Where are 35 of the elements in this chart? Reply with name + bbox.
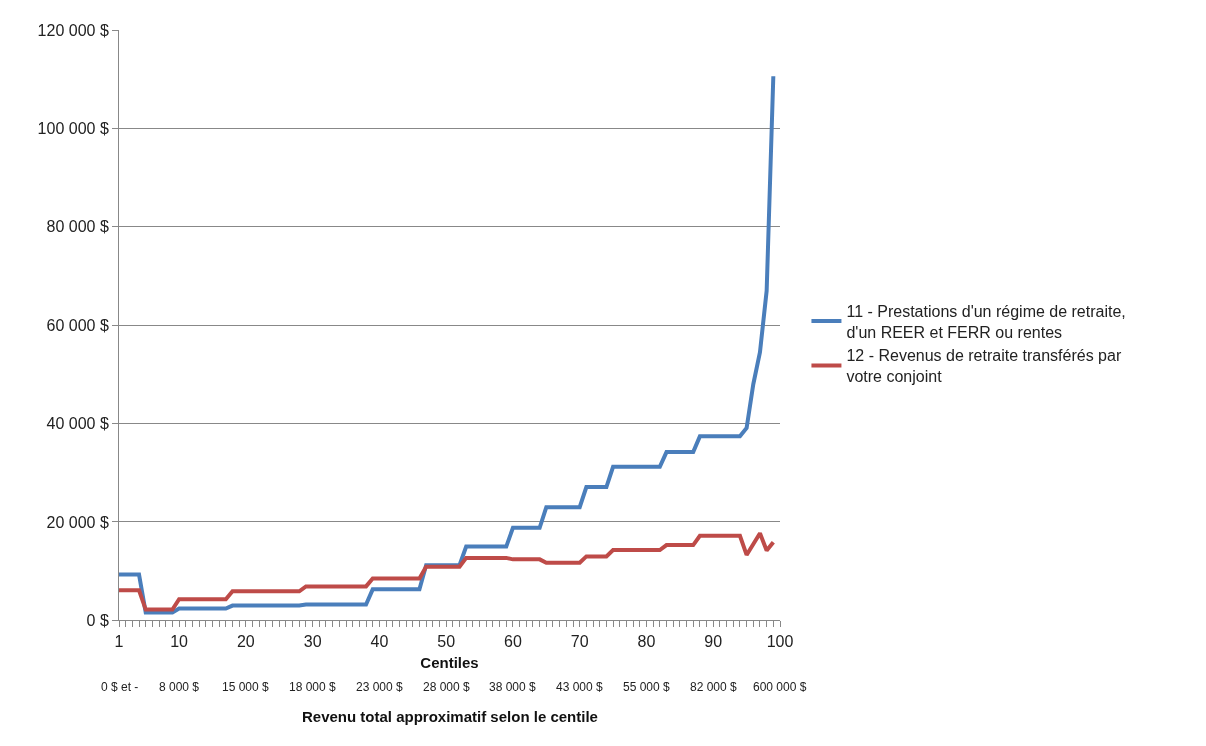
y-tick-label: 60 000 $ — [46, 316, 109, 334]
text: 55 000 $ — [623, 680, 671, 694]
text: 82 000 $ — [690, 680, 738, 694]
x-tick-label: 20 — [236, 632, 255, 650]
text: 38 000 $ — [489, 680, 537, 694]
x-tick-label: 50 — [437, 632, 456, 650]
y-tick-label: 20 000 $ — [46, 513, 109, 531]
x-tick-label: 90 — [704, 632, 723, 650]
y-tick-label: 100 000 $ — [37, 119, 109, 137]
text: 0 $ et - — [101, 680, 139, 694]
x-axis-title: Centiles — [420, 653, 479, 671]
x-tick-label: 80 — [637, 632, 656, 650]
line-series — [119, 531, 776, 612]
x2-axis-title: Revenu total approximatif selon le centile — [302, 708, 598, 725]
x-tick-label: 100 — [766, 632, 794, 650]
line-series — [119, 74, 776, 615]
x-tick-label: 60 — [504, 632, 522, 650]
text: 18 000 $ — [289, 680, 337, 694]
y-tick-label: 40 000 $ — [46, 415, 109, 433]
text: 43 000 $ — [556, 680, 604, 694]
y-tick-label: 120 000 $ — [37, 21, 109, 39]
text: 23 000 $ — [356, 680, 404, 694]
x-tick-label: 10 — [170, 632, 189, 650]
x-tick-label: 40 — [370, 632, 389, 650]
legend-label: 12 - Revenus de retraite transférés par votre conjoint — [846, 347, 1122, 386]
y-tick-label: 0 $ — [86, 611, 109, 629]
x-tick-label: 1 — [114, 632, 124, 650]
text: 8 000 $ — [159, 680, 200, 694]
x-tick-label: 70 — [570, 632, 589, 650]
y-tick-label: 80 000 $ — [46, 218, 109, 236]
legend-label: 11 - Prestations d'un régime de retraite, d'un REER et FERR ou rentes — [846, 302, 1126, 341]
text: 28 000 $ — [423, 680, 471, 694]
text: 15 000 $ — [222, 680, 270, 694]
x-tick-label: 30 — [303, 632, 322, 650]
text: 600 000 $ — [753, 680, 807, 694]
